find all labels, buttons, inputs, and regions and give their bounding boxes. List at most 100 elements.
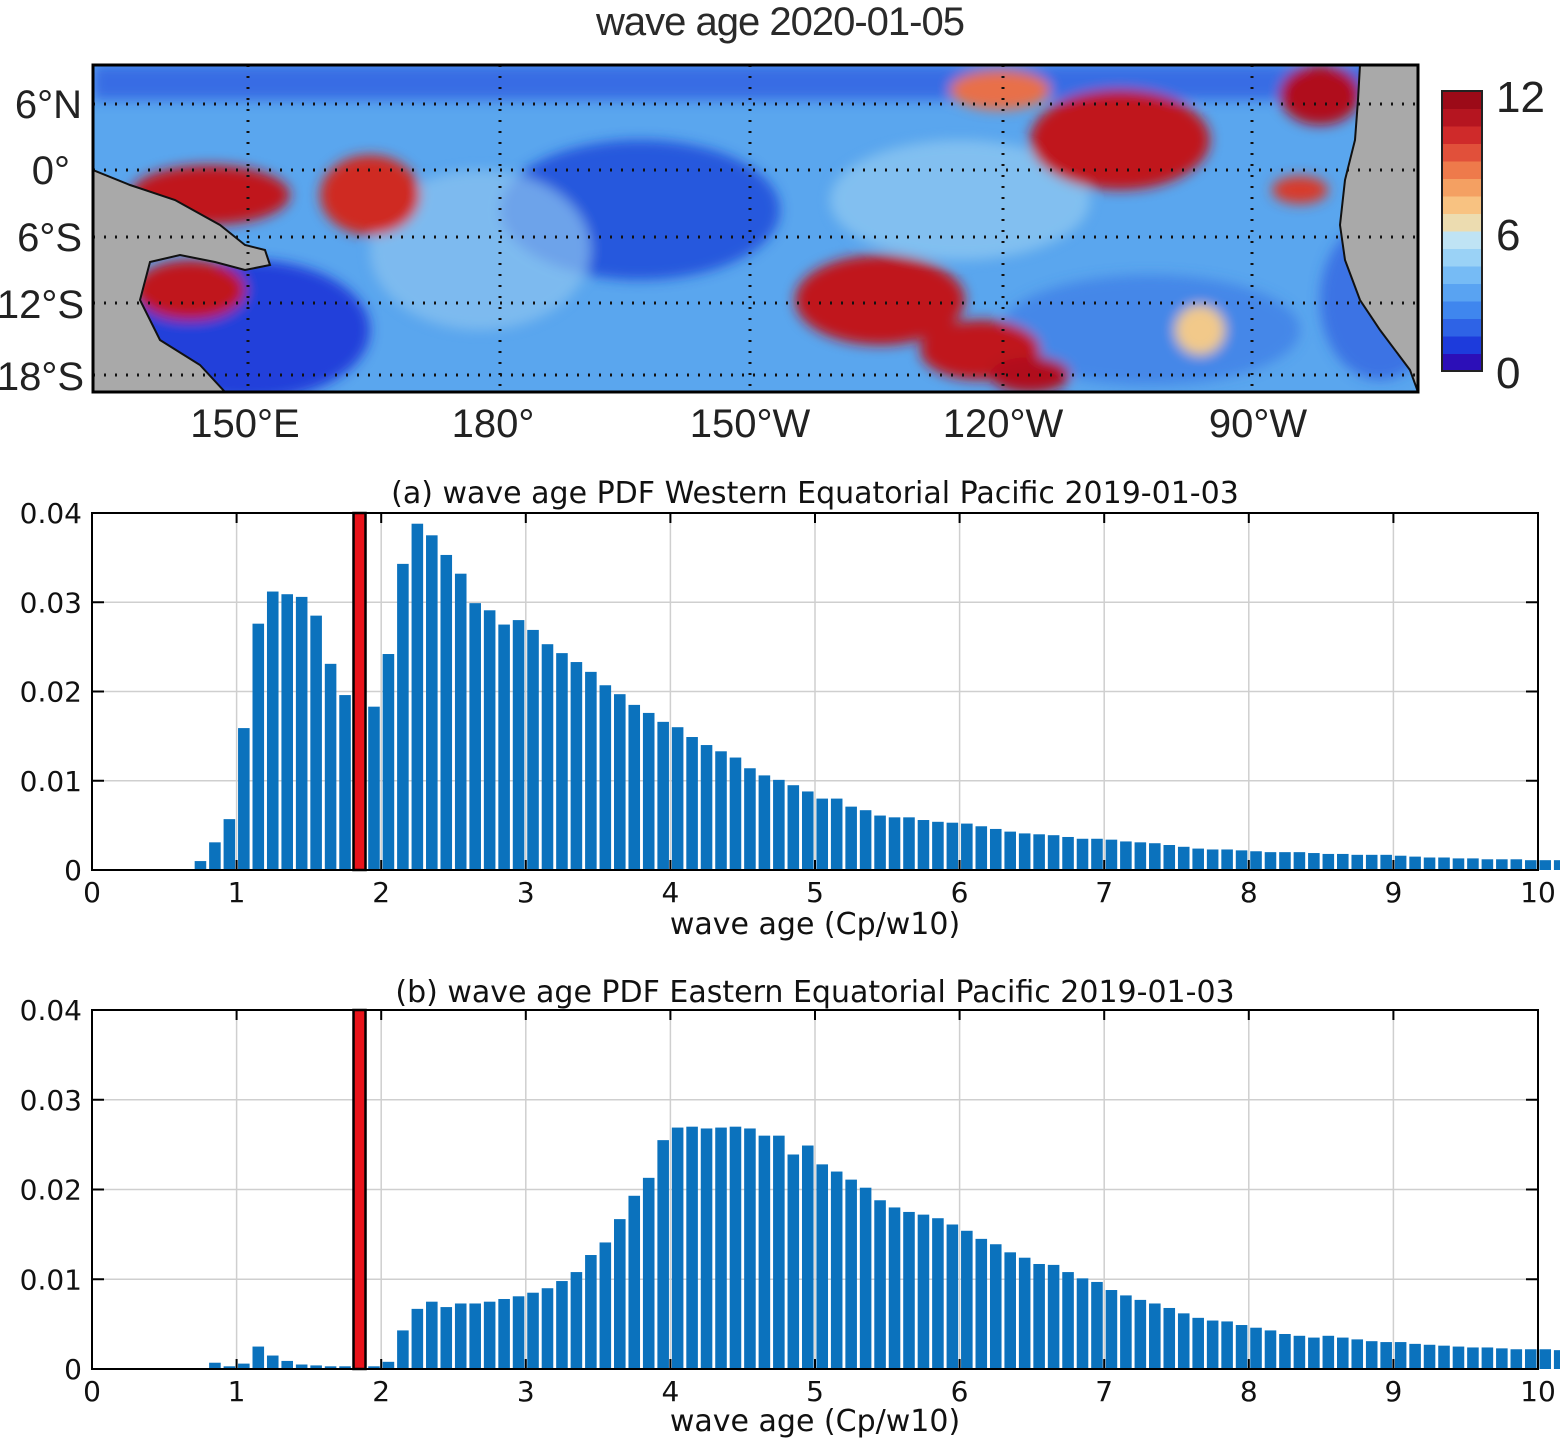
pdf-bar	[1033, 834, 1045, 870]
pdf-bar	[1365, 1341, 1378, 1369]
pdf-bar	[1134, 842, 1147, 870]
pdf-bar	[266, 1355, 279, 1369]
lon-label: 150°E	[190, 402, 299, 445]
pdf-bar	[932, 1218, 944, 1369]
pdf-bar	[1250, 851, 1262, 870]
pdf-bar	[223, 1366, 236, 1369]
pdf-bar	[642, 1177, 655, 1369]
pdf-bar	[1062, 1272, 1074, 1369]
pdf-bar	[599, 685, 612, 870]
pdf-bar	[266, 591, 279, 870]
y-tick-label: 0	[64, 854, 82, 887]
pdf-bar	[310, 615, 322, 870]
pdf-bar	[1337, 1337, 1349, 1369]
pdf-bar	[512, 1296, 525, 1369]
pdf-bar	[411, 523, 424, 870]
wave-age-map: 6°N 0° 6°S 12°S 18°S 150°E 180° 150°W 12…	[0, 63, 1545, 445]
pdf-bar	[1105, 1290, 1118, 1369]
y-tick-label: 0.03	[20, 1084, 82, 1117]
pdf-bar	[946, 822, 959, 870]
pdf-bar	[729, 1126, 742, 1369]
y-tick-label: 0.03	[20, 586, 82, 619]
pdf-bar	[1149, 1303, 1161, 1369]
colorbar-swatch	[1442, 91, 1482, 109]
lat-label: 12°S	[0, 283, 84, 327]
pdf-bar	[570, 1272, 583, 1369]
pdf-bar	[454, 1303, 467, 1369]
pdf-bar	[700, 745, 713, 870]
chart-title: (a) wave age PDF Western Equatorial Paci…	[391, 476, 1239, 511]
pdf-bar	[801, 791, 814, 870]
x-tick-label: 1	[228, 876, 246, 909]
x-tick-label: 2	[372, 1375, 390, 1408]
pdf-bar	[527, 1292, 539, 1369]
x-axis-label: wave age (Cp/w10)	[670, 907, 960, 942]
colorbar-swatch	[1442, 301, 1482, 319]
pdf-bar	[1206, 1320, 1219, 1369]
x-tick-label: 8	[1240, 1375, 1258, 1408]
pdf-bar	[209, 1362, 221, 1369]
pdf-bar	[614, 1219, 626, 1369]
pdf-bar	[454, 573, 467, 870]
y-tick-label: 0.01	[20, 765, 82, 798]
x-tick-label: 4	[661, 1375, 679, 1408]
pdf-bar	[700, 1128, 713, 1369]
colorbar-swatch	[1442, 336, 1482, 354]
x-tick-label: 0	[83, 876, 101, 909]
pdf-bar	[1279, 1333, 1291, 1369]
pdf-bar	[1553, 860, 1560, 870]
pdf-bar	[917, 1214, 930, 1369]
pdf-bar	[281, 594, 293, 870]
colorbar-swatch	[1442, 161, 1482, 179]
pdf-bar	[339, 695, 351, 870]
x-tick-label: 10	[1520, 876, 1556, 909]
map-field-patch	[1000, 275, 1300, 385]
pdf-bar	[194, 861, 207, 870]
colorbar	[1442, 91, 1482, 372]
pdf-bar	[512, 620, 525, 870]
map-frame	[91, 63, 1420, 394]
map-gridlines	[93, 65, 1418, 392]
pdf-bar	[1409, 1343, 1421, 1369]
x-tick-label: 6	[951, 876, 969, 909]
pdf-bar	[1293, 1335, 1306, 1369]
pdf-bar	[686, 1126, 698, 1369]
pdf-bar	[1351, 854, 1364, 870]
pdf-bar	[570, 662, 583, 870]
colorbar-frame	[1441, 90, 1483, 372]
map-field-patch	[93, 65, 1418, 100]
pdf-bar	[1163, 1307, 1176, 1369]
pdf-bar	[1091, 1281, 1103, 1369]
pdf-bar	[295, 1364, 308, 1369]
pdf-bar	[729, 757, 742, 870]
map-field	[93, 65, 1418, 392]
y-tick-label: 0.04	[20, 994, 82, 1027]
pdf-bar	[975, 1238, 988, 1369]
pdf-bar	[1380, 854, 1392, 870]
pdf-bar	[1163, 845, 1176, 870]
pdf-bar	[368, 1366, 380, 1369]
pdf-bar	[1279, 852, 1291, 870]
pdf-bar	[1004, 831, 1016, 870]
pdf-bar	[830, 1171, 843, 1369]
colorbar-swatch	[1442, 318, 1482, 337]
lat-label: 6°N	[15, 83, 82, 127]
pdf-bar	[498, 1298, 510, 1369]
colorbar-swatch	[1442, 126, 1482, 144]
pdf-bar	[1365, 854, 1378, 870]
pdf-bar	[874, 815, 886, 870]
pdf-bar	[1033, 1263, 1045, 1369]
pdf-bar	[1409, 856, 1421, 870]
pdf-bar	[801, 1145, 814, 1369]
x-tick-label: 7	[1095, 1375, 1113, 1408]
pdf-bar	[1481, 1347, 1494, 1369]
pdf-bar	[469, 603, 481, 870]
pdf-chart-western: (a) wave age PDF Western Equatorial Paci…	[20, 476, 1560, 942]
pdf-bar	[483, 1301, 496, 1369]
pdf-bar	[585, 671, 597, 870]
pdf-bar	[426, 1301, 438, 1369]
colorbar-min-label: 0	[1496, 349, 1520, 398]
pdf-bar	[715, 1127, 727, 1369]
threshold-marker	[352, 1008, 367, 1371]
x-tick-label: 7	[1095, 876, 1113, 909]
